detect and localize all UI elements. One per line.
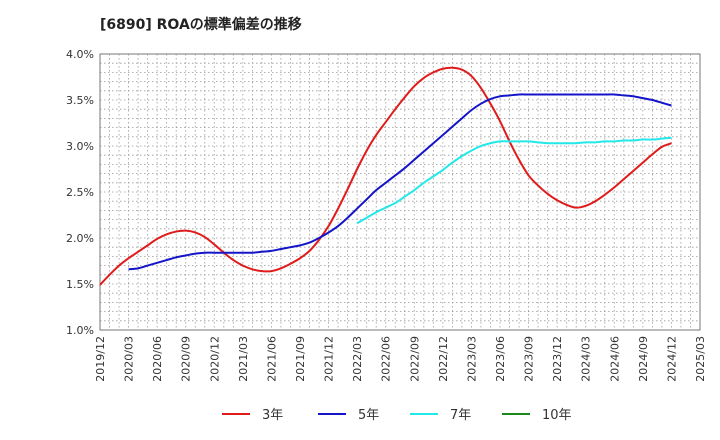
x-tick-label: 2024/09 — [637, 336, 650, 382]
x-tick-label: 2019/12 — [94, 336, 107, 382]
x-tick-label: 2022/06 — [380, 336, 393, 382]
x-tick-label: 2020/09 — [180, 336, 193, 382]
series-line-0 — [99, 66, 672, 286]
x-tick-label: 2024/03 — [580, 336, 593, 382]
x-tick-label: 2021/12 — [323, 336, 336, 382]
legend-label-0: 3年 — [262, 408, 283, 423]
series-line-2 — [356, 136, 672, 225]
series-lines — [99, 66, 672, 286]
x-tick-label: 2023/06 — [494, 336, 507, 382]
axes: 1.0% 1.5% 2.0% 2.5% 3.0% 3.5% 4.0% 2019/12 2020/… — [66, 48, 707, 382]
y-tick-label: 4.0% — [66, 48, 94, 61]
grid — [99, 53, 701, 331]
x-tick-label: 2024/12 — [665, 336, 678, 382]
legend: 3年 5年 7年 10年 — [222, 408, 572, 423]
chart-title: [6890] ROAの標準偏差の推移 — [100, 16, 302, 33]
x-tick-label: 2023/12 — [551, 336, 564, 382]
x-tick-label: 2022/12 — [437, 336, 450, 382]
x-tick-label: 2024/06 — [608, 336, 621, 382]
legend-label-1: 5年 — [358, 408, 379, 423]
y-tick-label: 2.0% — [66, 232, 94, 245]
y-tick-label: 2.5% — [66, 186, 94, 199]
y-tick-label: 3.0% — [66, 140, 94, 153]
x-tick-label: 2023/09 — [523, 336, 536, 382]
series-line-1 — [128, 93, 672, 271]
legend-label-3: 10年 — [542, 408, 572, 423]
x-tick-label: 2022/03 — [351, 336, 364, 382]
legend-label-2: 7年 — [450, 408, 471, 423]
x-tick-label: 2025/03 — [694, 336, 707, 382]
y-tick-label: 3.5% — [66, 94, 94, 107]
x-tick-label: 2022/09 — [408, 336, 421, 382]
x-tick-label: 2021/03 — [237, 336, 250, 382]
x-tick-label: 2023/03 — [465, 336, 478, 382]
y-tick-label: 1.0% — [66, 324, 94, 337]
x-tick-label: 2020/06 — [151, 336, 164, 382]
x-tick-label: 2021/06 — [265, 336, 278, 382]
y-tick-label: 1.5% — [66, 278, 94, 291]
plot-frame — [99, 53, 701, 331]
x-tick-label: 2020/03 — [123, 336, 136, 382]
x-tick-label: 2020/12 — [208, 336, 221, 382]
x-tick-label: 2021/09 — [294, 336, 307, 382]
